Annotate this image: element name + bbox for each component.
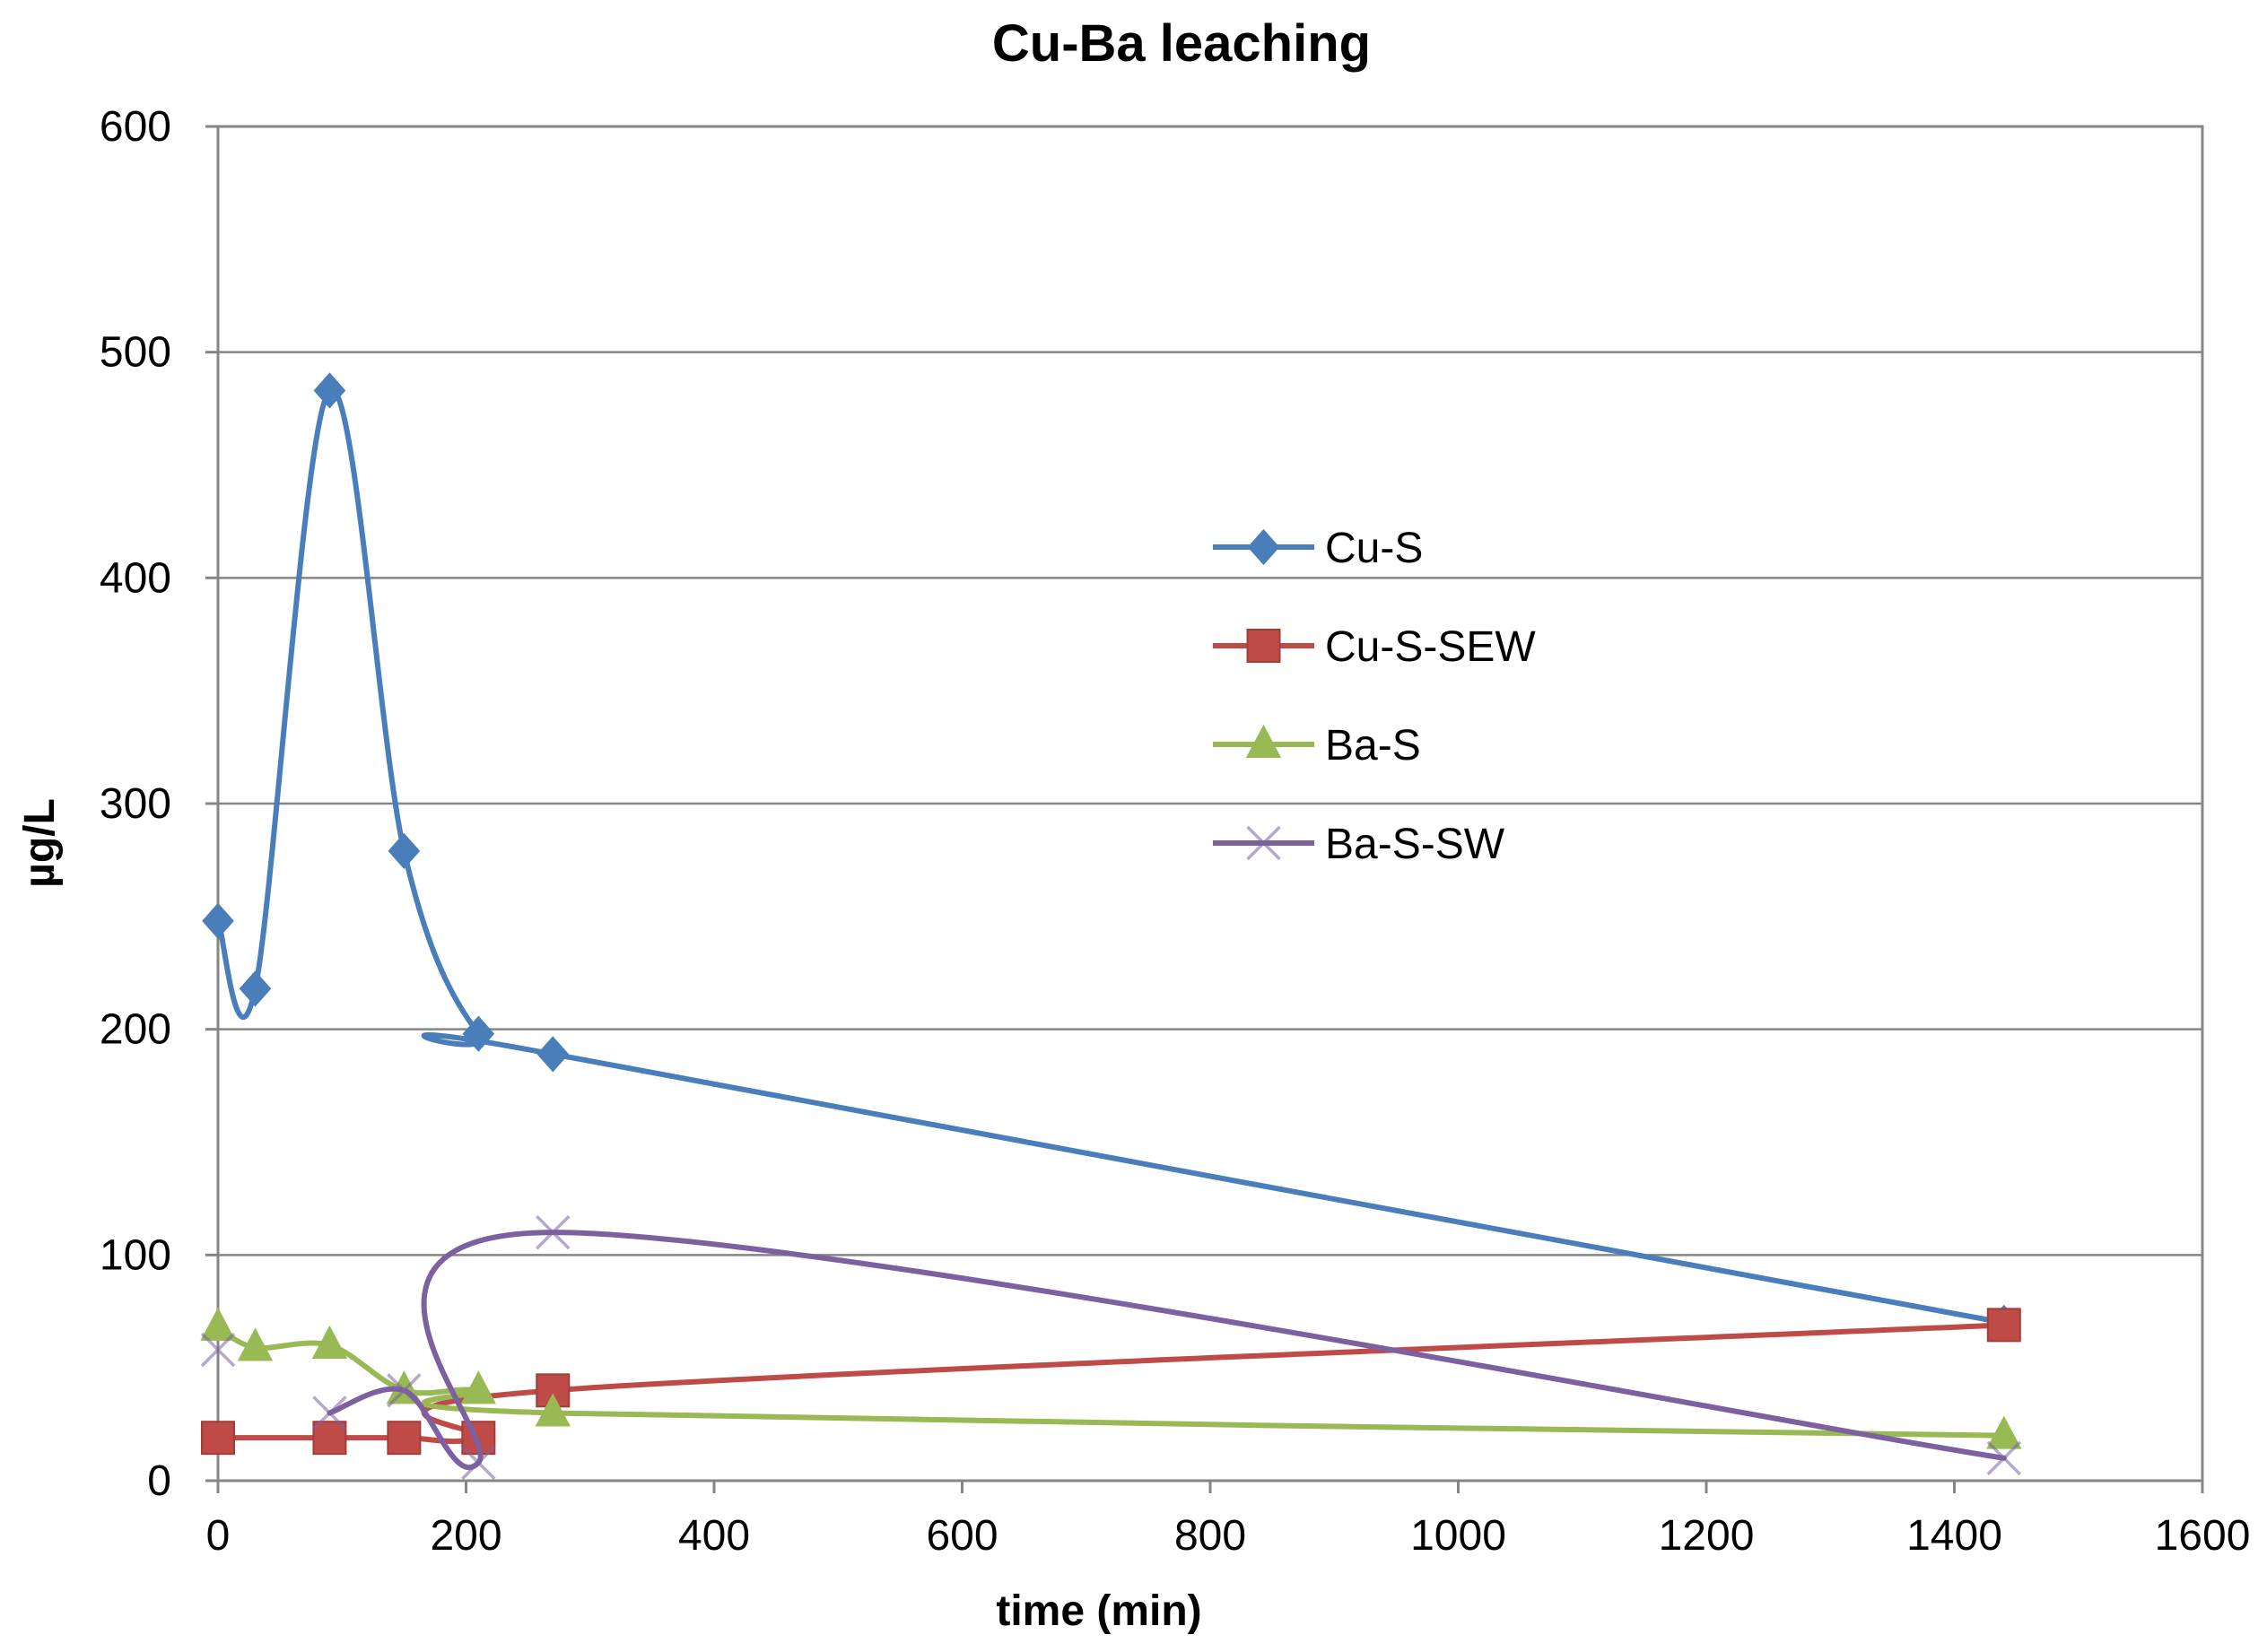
data-point bbox=[536, 1036, 570, 1073]
data-point bbox=[237, 1327, 274, 1361]
series-ba-s-sw bbox=[200, 1214, 2022, 1481]
y-tick-label: 600 bbox=[100, 103, 171, 151]
x-tick-label: 1400 bbox=[1906, 1512, 2002, 1560]
gridlines bbox=[218, 125, 2202, 1256]
data-point bbox=[202, 902, 234, 939]
x-axis-title: time (min) bbox=[996, 1587, 1201, 1635]
legend-item: Cu-S bbox=[1213, 525, 1423, 572]
legend-marker bbox=[1246, 825, 1281, 861]
data-point bbox=[461, 1445, 496, 1481]
data-point bbox=[388, 832, 421, 869]
data-point bbox=[200, 1332, 236, 1368]
legend-marker bbox=[1247, 528, 1280, 566]
data-point bbox=[200, 1307, 236, 1341]
data-point bbox=[313, 372, 346, 409]
legend-marker bbox=[1246, 629, 1281, 663]
legend-label: Cu-S bbox=[1325, 525, 1423, 572]
x-tick-label: 1000 bbox=[1410, 1512, 1506, 1560]
legend: Cu-S Cu-S-SEW Ba-S Ba-S-SW bbox=[1213, 525, 1536, 868]
data-point bbox=[311, 1325, 348, 1359]
legend-item: Ba-S bbox=[1213, 722, 1421, 769]
data-point bbox=[387, 1373, 422, 1408]
series-layer bbox=[200, 372, 2022, 1481]
series-line bbox=[327, 1230, 2007, 1471]
y-tick-label: 0 bbox=[147, 1457, 171, 1505]
legend-label: Cu-S-SEW bbox=[1325, 623, 1536, 671]
legend-label: Ba-S bbox=[1325, 722, 1421, 769]
data-point bbox=[239, 970, 272, 1007]
y-tick-label: 500 bbox=[100, 329, 171, 377]
data-point bbox=[1986, 1308, 2021, 1343]
series-line bbox=[215, 387, 2007, 1326]
x-axis: 0 200 400 600 800 1000 1200 1400 1600 bbox=[206, 1481, 2251, 1560]
data-point bbox=[312, 1396, 347, 1430]
data-point bbox=[1986, 1440, 2022, 1476]
x-tick-label: 200 bbox=[430, 1512, 501, 1560]
x-tick-label: 1200 bbox=[1659, 1512, 1755, 1560]
series-cu-s bbox=[202, 372, 2020, 1341]
x-tick-label: 800 bbox=[1174, 1512, 1246, 1560]
data-point bbox=[312, 1421, 347, 1456]
x-tick-label: 0 bbox=[206, 1512, 231, 1560]
y-axis: 0 100 200 300 400 500 600 bbox=[100, 103, 218, 1505]
x-tick-label: 1600 bbox=[2155, 1512, 2251, 1560]
data-point bbox=[462, 1015, 495, 1052]
legend-label: Ba-S-SW bbox=[1325, 821, 1505, 868]
chart-title: Cu-Ba leaching bbox=[992, 14, 1371, 73]
y-tick-label: 100 bbox=[100, 1231, 171, 1279]
y-tick-label: 300 bbox=[100, 780, 171, 828]
legend-item: Ba-S-SW bbox=[1213, 821, 1505, 868]
data-point bbox=[387, 1421, 422, 1456]
data-point bbox=[1986, 1415, 2022, 1449]
y-tick-label: 400 bbox=[100, 554, 171, 602]
data-point bbox=[201, 1421, 235, 1456]
legend-marker bbox=[1245, 724, 1282, 758]
x-tick-label: 400 bbox=[678, 1512, 750, 1560]
data-point bbox=[536, 1214, 571, 1250]
x-tick-label: 600 bbox=[926, 1512, 998, 1560]
y-axis-title: µg/L bbox=[16, 798, 64, 888]
series-line bbox=[215, 1324, 2007, 1439]
data-point bbox=[535, 1393, 571, 1427]
data-point bbox=[460, 1370, 496, 1404]
y-tick-label: 200 bbox=[100, 1006, 171, 1054]
legend-item: Cu-S-SEW bbox=[1213, 623, 1536, 671]
